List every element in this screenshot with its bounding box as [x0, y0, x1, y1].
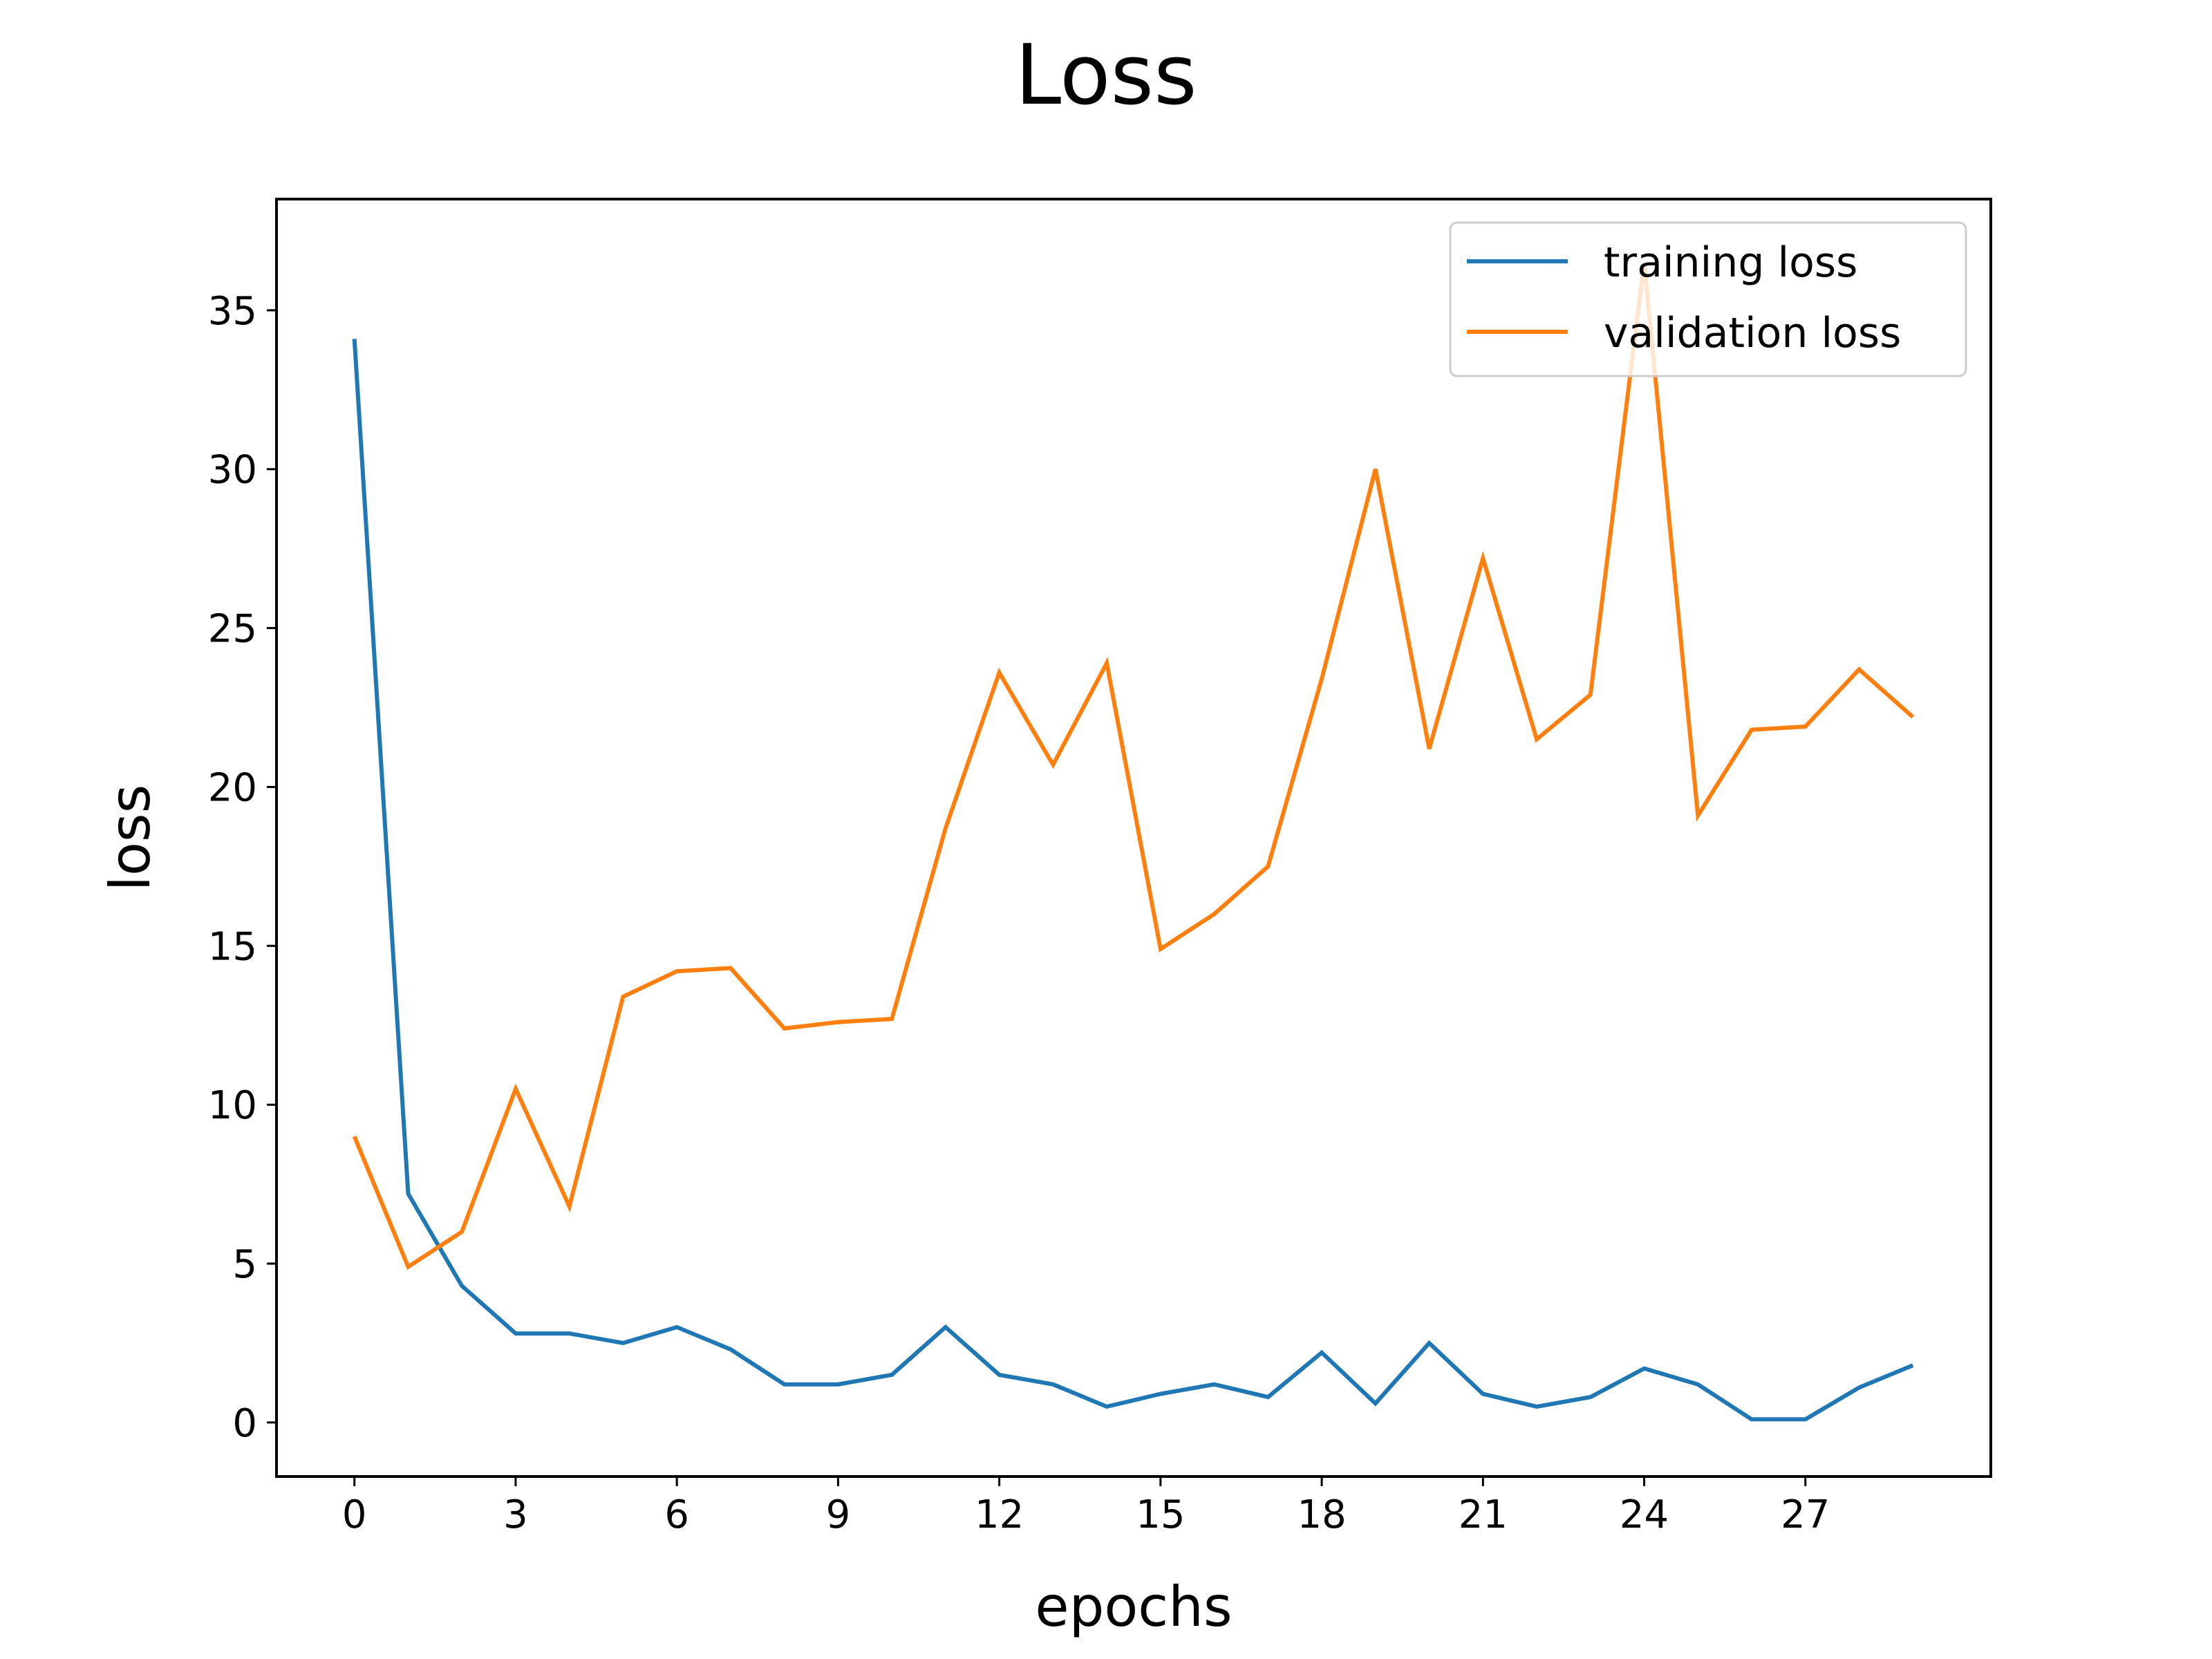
y-axis-ticks: 0 5 10 15 20 25 30 35 [208, 289, 276, 1446]
x-tick-label: 15 [1136, 1492, 1185, 1537]
y-tick-label: 30 [208, 448, 257, 493]
x-tick-label: 18 [1297, 1492, 1346, 1537]
legend-label-validation-loss: validation loss [1604, 309, 1901, 357]
x-tick-label: 21 [1459, 1492, 1508, 1537]
legend: training loss validation loss [1449, 221, 1967, 377]
y-tick-label: 35 [208, 289, 257, 334]
y-axis-label: loss [98, 785, 162, 892]
y-tick-label: 5 [232, 1242, 257, 1287]
x-axis-label: epochs [1035, 1575, 1232, 1639]
x-tick-label: 9 [826, 1492, 851, 1537]
legend-label-training-loss: training loss [1604, 238, 1857, 287]
x-axis-ticks: 0 3 6 9 12 15 18 21 24 27 [342, 1477, 1830, 1537]
y-tick-label: 0 [232, 1401, 257, 1446]
x-tick-label: 27 [1781, 1492, 1830, 1537]
y-tick-label: 20 [208, 765, 257, 810]
x-tick-label: 0 [342, 1492, 367, 1537]
legend-box [1449, 221, 1967, 377]
y-tick-label: 15 [208, 924, 257, 969]
y-tick-label: 25 [208, 607, 257, 652]
chart-title: Loss [1015, 28, 1197, 124]
x-tick-label: 6 [664, 1492, 689, 1537]
plot-frame [275, 198, 1992, 1478]
series-line-training-loss [352, 339, 1914, 1422]
y-tick-label: 10 [208, 1083, 257, 1128]
x-tick-label: 12 [975, 1492, 1024, 1537]
x-tick-label: 3 [503, 1492, 528, 1537]
x-tick-label: 24 [1620, 1492, 1669, 1537]
